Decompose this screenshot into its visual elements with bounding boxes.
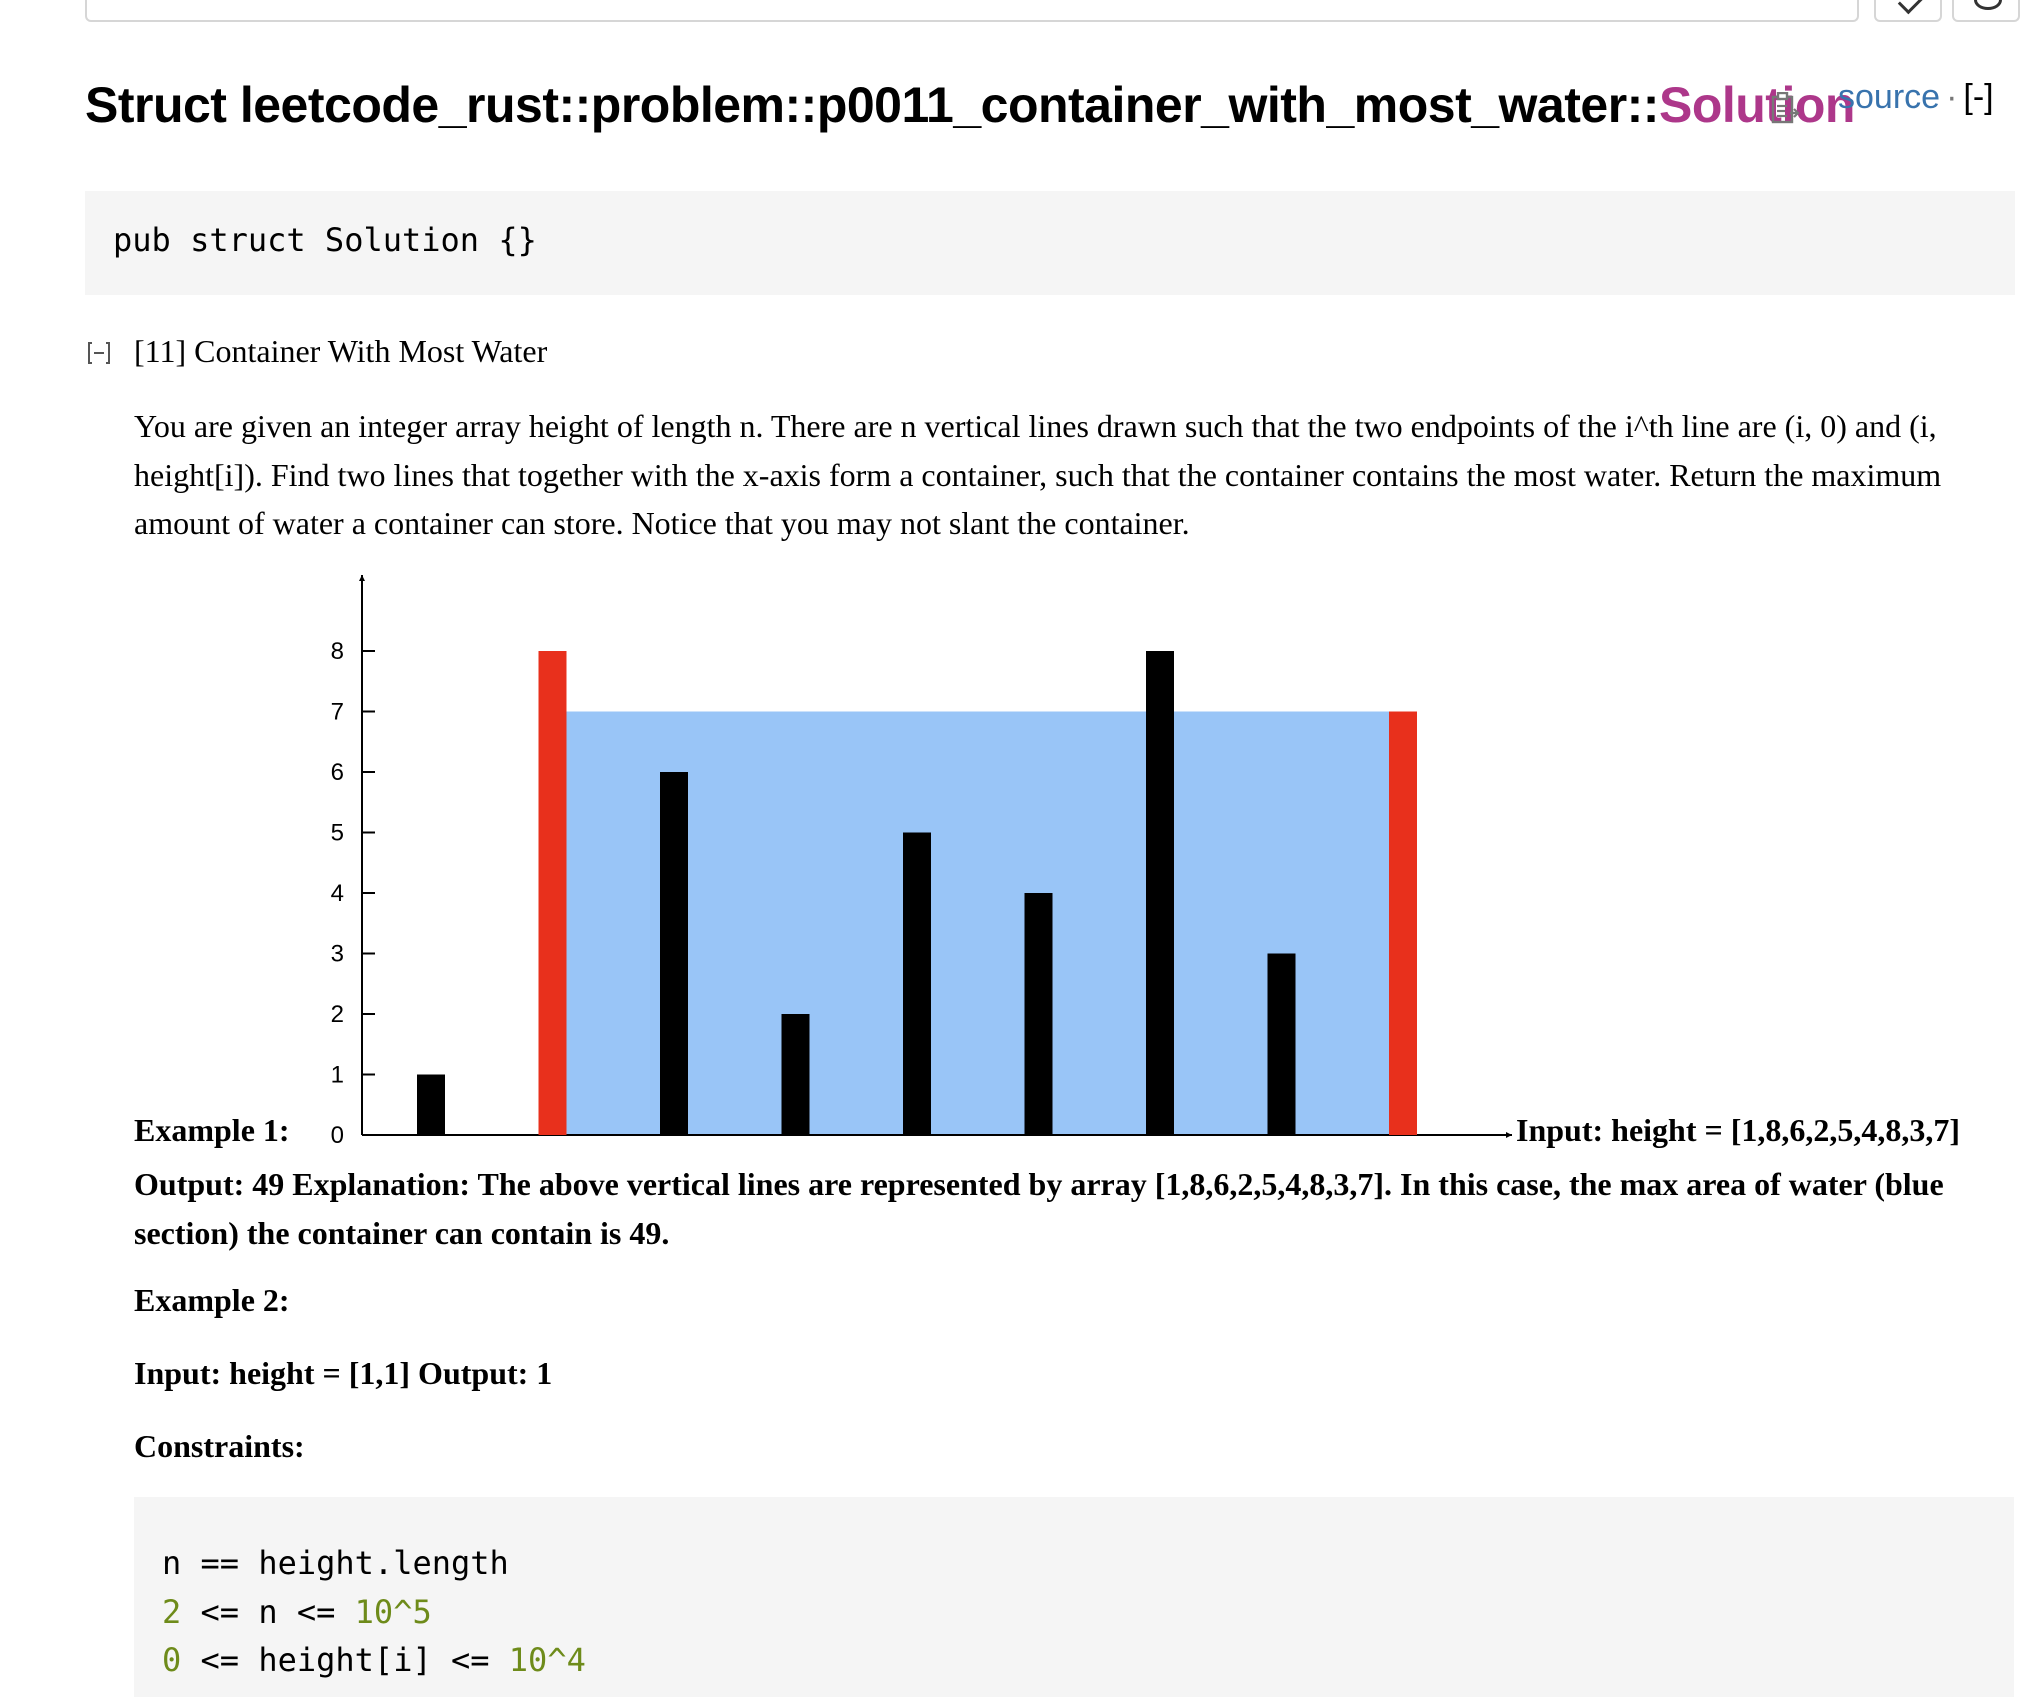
- example-1-label: Example 1:: [134, 1112, 290, 1148]
- highlighted-bar: [1389, 711, 1417, 1135]
- code-number: 10^4: [508, 1641, 586, 1679]
- help-icon: [1897, 0, 1924, 15]
- bar: [1267, 953, 1296, 1135]
- x-axis-arrow: [1506, 1132, 1512, 1138]
- collapse-all-toggle[interactable]: [-]: [1963, 78, 1994, 116]
- y-axis-arrow: [359, 575, 365, 581]
- code-text: n == height.length: [162, 1544, 509, 1582]
- copy-path-icon[interactable]: [1770, 92, 1800, 126]
- water-area: [566, 711, 1389, 1135]
- bar: [1024, 893, 1053, 1135]
- constraint-line: n == height.length: [162, 1539, 2014, 1588]
- y-tick-label: 8: [331, 638, 344, 665]
- y-tick-label: 3: [331, 941, 344, 968]
- y-tick-label: 4: [331, 880, 344, 907]
- code-text: <= height[i] <=: [181, 1641, 509, 1679]
- search-input[interactable]: [85, 0, 1859, 22]
- example-2-io: Input: height = [1,1] Output: 1: [134, 1355, 553, 1391]
- bar: [1146, 651, 1174, 1135]
- constraint-line: 2 <= n <= 10^5: [162, 1588, 2014, 1637]
- code-number: 2: [162, 1592, 182, 1631]
- struct-declaration: pub struct Solution {}: [85, 191, 2015, 295]
- source-link[interactable]: source: [1838, 78, 1941, 116]
- settings-icon: [1974, 0, 2002, 10]
- collapse-docs-toggle-icon[interactable]: [86, 340, 112, 366]
- constraints-label: Constraints:: [134, 1428, 305, 1464]
- bar: [781, 1014, 810, 1135]
- bar: [417, 1074, 445, 1135]
- example-1-input: Input: height = [1,8,6,2,5,4,8,3,7]: [1516, 1112, 1961, 1148]
- example-1-output: Output: 49 Explanation: The above vertic…: [134, 1166, 1944, 1251]
- struct-name-link[interactable]: Solution: [1658, 77, 1855, 133]
- constraint-line: 0 <= height[i] <= 10^4: [162, 1636, 2014, 1685]
- source-links: source · [-]: [1838, 78, 1994, 117]
- y-tick-label: 1: [331, 1062, 344, 1089]
- bar: [903, 832, 931, 1135]
- constraints-code: n == height.length 2 <= n <= 10^5 0 <= h…: [134, 1497, 2014, 1697]
- doc-heading: [11] Container With Most Water: [134, 333, 548, 369]
- separator-dot: ·: [1946, 78, 1958, 116]
- highlighted-bar: [538, 651, 567, 1135]
- example-2-label: Example 2:: [134, 1282, 290, 1318]
- code-number: 10^5: [354, 1592, 432, 1631]
- y-tick-label: 5: [331, 820, 344, 847]
- container-chart: 0 1 2 3 4 5 6 7 8: [331, 575, 1512, 1145]
- y-tick-label: 7: [331, 699, 344, 726]
- help-button[interactable]: [1874, 0, 1942, 22]
- problem-description: You are given an integer array height of…: [134, 408, 1942, 541]
- y-tick-label: 0: [331, 1122, 344, 1145]
- code-number: 0: [162, 1641, 182, 1679]
- settings-button[interactable]: [1952, 0, 2020, 22]
- title-path: Struct leetcode_rust::problem::p0011_con…: [85, 77, 1659, 133]
- y-tick-label: 2: [331, 1001, 344, 1028]
- bar: [660, 772, 688, 1135]
- y-tick-label: 6: [331, 759, 344, 786]
- code-text: <= n <=: [181, 1592, 355, 1631]
- page-title: Struct leetcode_rust::problem::p0011_con…: [85, 76, 1855, 134]
